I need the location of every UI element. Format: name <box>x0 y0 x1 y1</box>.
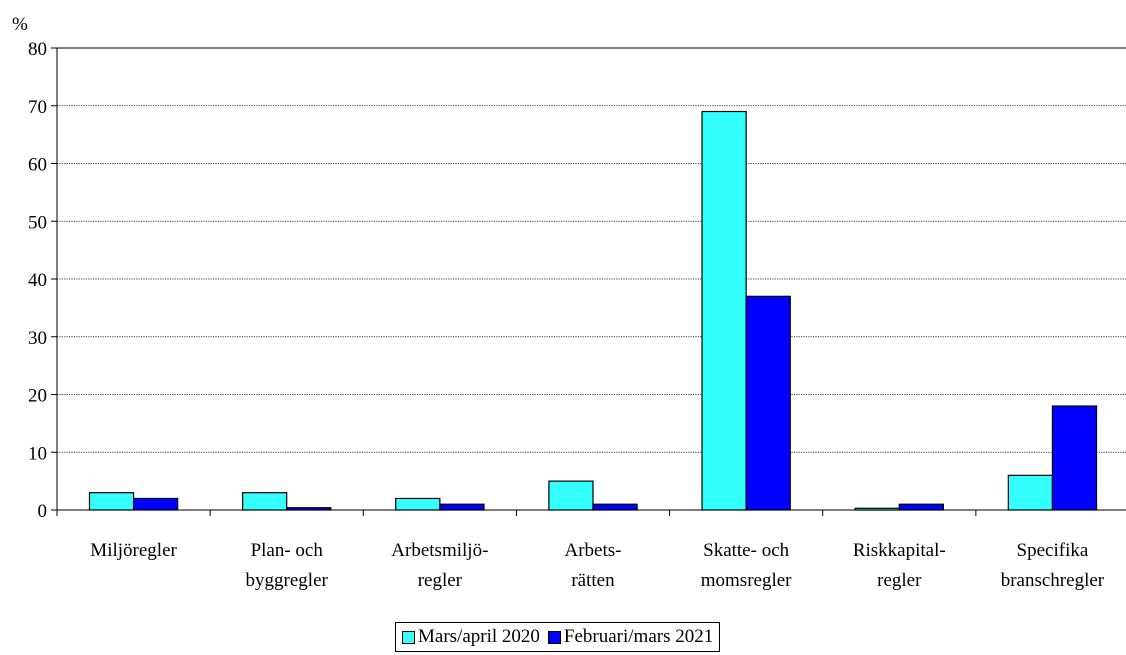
bar-s1-c4 <box>548 480 594 511</box>
legend-label-series-1: Mars/april 2020 <box>418 626 540 647</box>
axes: 0 10 20 30 40 50 60 70 80 Miljöregler Plan- och byg… <box>28 39 1126 591</box>
bar-s2-c6 <box>898 503 944 511</box>
x-tick-label-3-line-1: Arbetsmiljö- <box>391 540 488 561</box>
x-tick-label-2-line-2: byggregler <box>246 570 329 591</box>
y-tick-label-70: 70 <box>28 97 47 118</box>
legend-item-series-1: Mars/april 2020 <box>402 626 540 648</box>
x-tick-label-3-line-2: regler <box>418 570 463 591</box>
y-tick-label-0: 0 <box>38 501 48 522</box>
x-tick-label-5-line-1: Skatte- och <box>703 540 790 561</box>
bar-chart: 0 10 20 30 40 50 60 70 80 Miljöregler Plan- och byg… <box>12 14 1126 591</box>
bar-s2-c7 <box>1051 405 1098 511</box>
x-tick-label-4-line-2: rätten <box>571 570 615 591</box>
y-tick-label-40: 40 <box>28 270 47 291</box>
x-tick-label-6-line-1: Riskkapital- <box>853 540 946 561</box>
legend-label-series-2: Februari/mars 2021 <box>563 626 714 647</box>
legend-item-series-2: Februari/mars 2021 <box>547 626 714 648</box>
y-axis-label: % <box>12 14 28 35</box>
legend-swatch-series-2 <box>547 630 561 644</box>
legend: Mars/april 2020 Februari/mars 2021 <box>395 622 721 652</box>
bar-s2-c5 <box>745 295 791 511</box>
x-tick-label-5-line-2: momsregler <box>701 570 792 591</box>
y-tick-label-10: 10 <box>28 443 47 464</box>
y-tick-label-80: 80 <box>28 39 47 60</box>
bar-s1-c2 <box>242 492 288 511</box>
y-tick-label-20: 20 <box>28 386 47 407</box>
bars <box>88 110 1098 511</box>
y-tick-label-60: 60 <box>28 155 47 176</box>
x-tick-label-1-line-1: Miljöregler <box>90 540 177 561</box>
x-tick-label-2-line-1: Plan- och <box>251 540 324 561</box>
y-tick-label-50: 50 <box>28 212 47 233</box>
x-tick-label-6-line-2: regler <box>877 570 922 591</box>
bar-s2-c1 <box>132 497 179 511</box>
gridlines <box>57 47 1126 453</box>
bar-s1-c3 <box>395 497 441 511</box>
bar-s2-c3 <box>439 503 485 511</box>
y-tick-label-30: 30 <box>28 328 47 349</box>
bar-s1-c1 <box>88 492 135 511</box>
legend-swatch-series-1 <box>402 630 415 644</box>
x-tick-label-7-line-1: Specifika <box>1017 540 1089 561</box>
x-tick-label-4-line-1: Arbets- <box>565 540 622 561</box>
bar-s1-c5 <box>701 110 747 511</box>
bar-s1-c7 <box>1007 474 1054 511</box>
x-tick-label-7-line-2: branschregler <box>1001 570 1105 591</box>
bar-s2-c4 <box>592 503 638 511</box>
